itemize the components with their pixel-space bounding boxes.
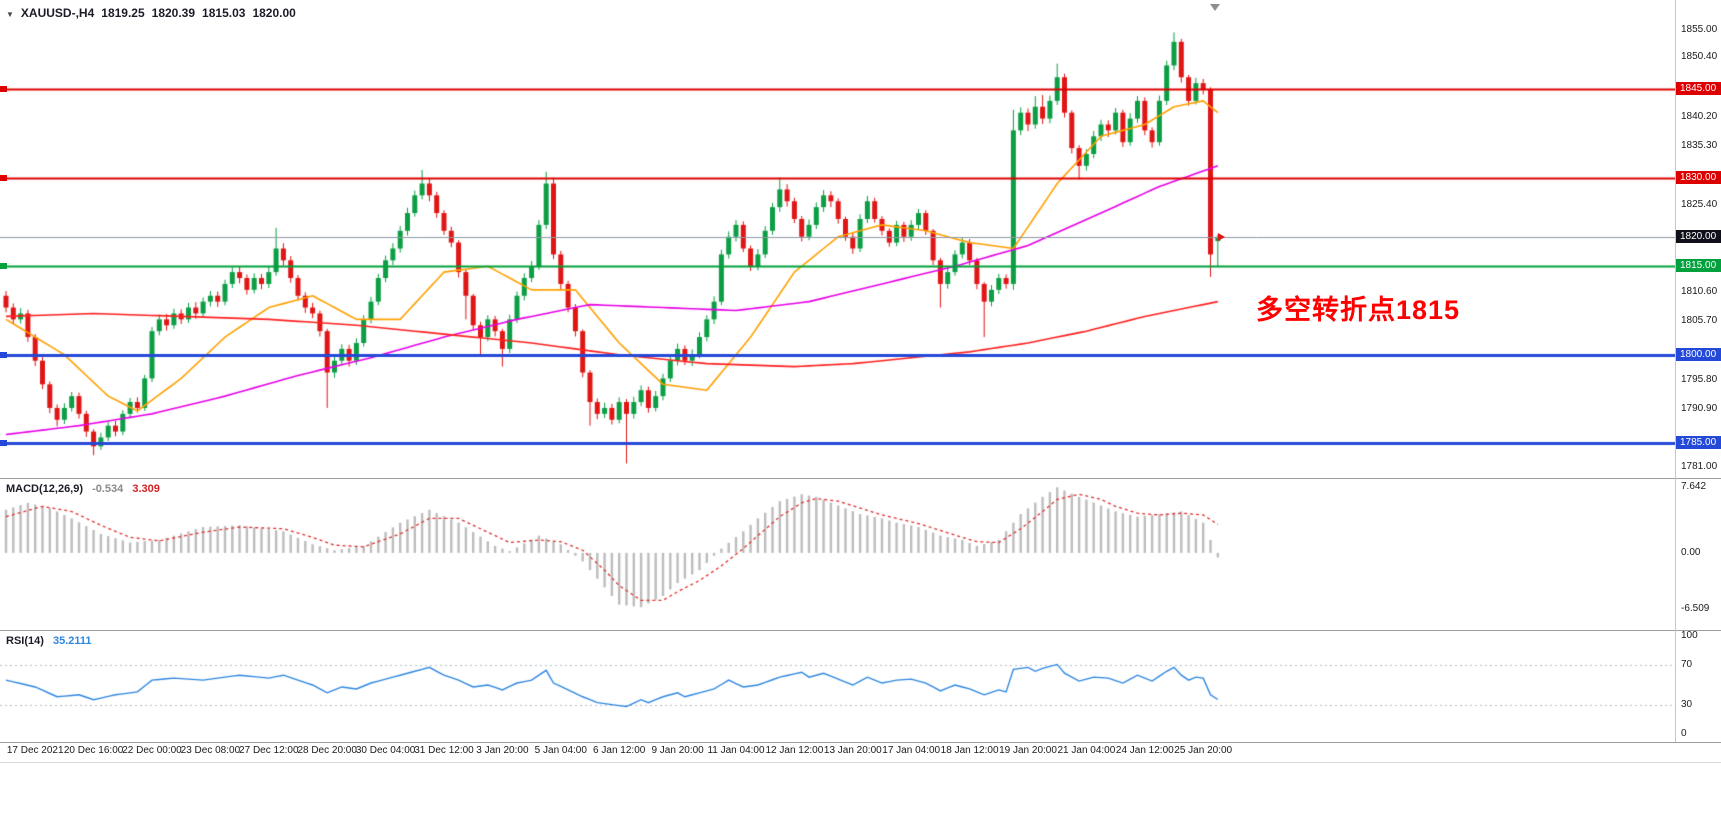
rsi-axis-label: 0 <box>1681 728 1687 739</box>
time-label: 17 Jan 04:00 <box>882 745 941 756</box>
annotation-text[interactable]: 多空转折点1815 <box>1256 295 1461 325</box>
rsi-axis-label: 70 <box>1681 659 1693 671</box>
macd-name: MACD(12,26,9) <box>6 483 84 495</box>
price-tick-label: 1825.40 <box>1681 198 1718 210</box>
high-value: 1820.39 <box>151 6 196 20</box>
time-label: 11 Jan 04:00 <box>707 745 765 756</box>
low-value: 1815.03 <box>202 6 246 20</box>
main-chart-canvas[interactable] <box>0 0 1675 478</box>
time-label: 12 Jan 12:00 <box>765 745 824 756</box>
rsi-value: 35.2111 <box>52 635 92 647</box>
macd-indicator-label: MACD(12,26,9) -0.534 3.309 <box>6 483 160 495</box>
last-price-arrow-icon <box>1218 233 1225 241</box>
time-label: 21 Jan 04:00 <box>1057 745 1116 756</box>
time-label: 23 Dec 08:00 <box>180 745 241 756</box>
time-label: 30 Dec 04:00 <box>355 745 416 756</box>
open-value: 1819.25 <box>101 6 145 20</box>
time-label: 25 Jan 20:00 <box>1174 745 1233 756</box>
time-label: 27 Dec 12:00 <box>239 745 299 756</box>
price-tick-label: 1790.90 <box>1681 402 1718 414</box>
price-tick-label: 1835.30 <box>1681 140 1718 152</box>
price-tick-label: 1781.00 <box>1681 461 1718 472</box>
hline-left-marker[interactable] <box>0 86 7 93</box>
price-line-label: 1815.00 <box>1676 259 1721 273</box>
time-label: 28 Dec 20:00 <box>297 745 357 756</box>
rsi-indicator-label: RSI(14) 35.2111 <box>6 635 92 647</box>
panel-separator[interactable] <box>0 630 1721 631</box>
hline-left-marker[interactable] <box>0 440 7 447</box>
current-price-label: 1820.00 <box>1676 229 1721 243</box>
close-value: 1820.00 <box>252 6 296 20</box>
time-label: 24 Jan 12:00 <box>1115 745 1174 756</box>
chart-ohlc-header: ▼ XAUUSD-,H4 1819.25 1820.39 1815.03 182… <box>6 6 296 20</box>
price-tick-label: 1855.00 <box>1681 24 1718 35</box>
macd-main-value: -0.534 <box>92 483 124 495</box>
price-tick-label: 1810.60 <box>1681 286 1718 298</box>
price-line-label: 1785.00 <box>1676 436 1721 450</box>
panel-separator[interactable] <box>0 478 1721 479</box>
price-tick-label: 1840.20 <box>1681 111 1718 123</box>
rsi-canvas[interactable] <box>0 630 1675 742</box>
time-label: 17 Dec 2021 <box>6 745 64 756</box>
price-line-label: 1800.00 <box>1676 347 1721 361</box>
time-label: 13 Jan 20:00 <box>823 745 882 756</box>
macd-canvas[interactable] <box>0 478 1675 630</box>
axis-separator <box>1675 0 1676 742</box>
time-label: 19 Jan 20:00 <box>999 745 1057 756</box>
time-label: 6 Jan 12:00 <box>593 745 646 756</box>
price-tick-label: 1795.80 <box>1681 373 1718 385</box>
time-label: 31 Dec 12:00 <box>414 745 474 756</box>
time-label: 5 Jan 04:00 <box>534 745 587 756</box>
triangle-down-icon[interactable]: ▼ <box>6 10 14 19</box>
macd-axis-label: -6.509 <box>1681 603 1710 614</box>
price-line-label: 1845.00 <box>1676 82 1721 96</box>
price-line-label: 1830.00 <box>1676 170 1721 184</box>
chart-bottom-border <box>0 762 1721 763</box>
hline-left-marker[interactable] <box>0 351 7 358</box>
symbol-period-label: XAUUSD-,H4 <box>20 6 95 20</box>
rsi-axis-label: 30 <box>1681 698 1693 710</box>
chart-shift-marker-icon[interactable] <box>1210 4 1220 11</box>
macd-axis-label: 7.642 <box>1681 481 1707 492</box>
macd-signal-value: 3.309 <box>132 483 160 495</box>
rsi-axis-label: 100 <box>1681 630 1698 641</box>
hline-left-marker[interactable] <box>0 263 7 270</box>
price-tick-label: 1805.70 <box>1681 315 1718 327</box>
time-label: 3 Jan 20:00 <box>476 745 529 756</box>
price-tick-label: 1850.40 <box>1681 51 1718 63</box>
time-label: 20 Dec 16:00 <box>63 745 124 756</box>
macd-axis-label: 0.00 <box>1681 546 1701 558</box>
time-label: 18 Jan 12:00 <box>940 745 999 756</box>
rsi-name: RSI(14) <box>6 635 44 647</box>
hline-left-marker[interactable] <box>0 174 7 181</box>
panel-separator[interactable] <box>0 742 1721 743</box>
time-label: 9 Jan 20:00 <box>651 745 704 756</box>
time-label: 22 Dec 00:00 <box>122 745 182 756</box>
